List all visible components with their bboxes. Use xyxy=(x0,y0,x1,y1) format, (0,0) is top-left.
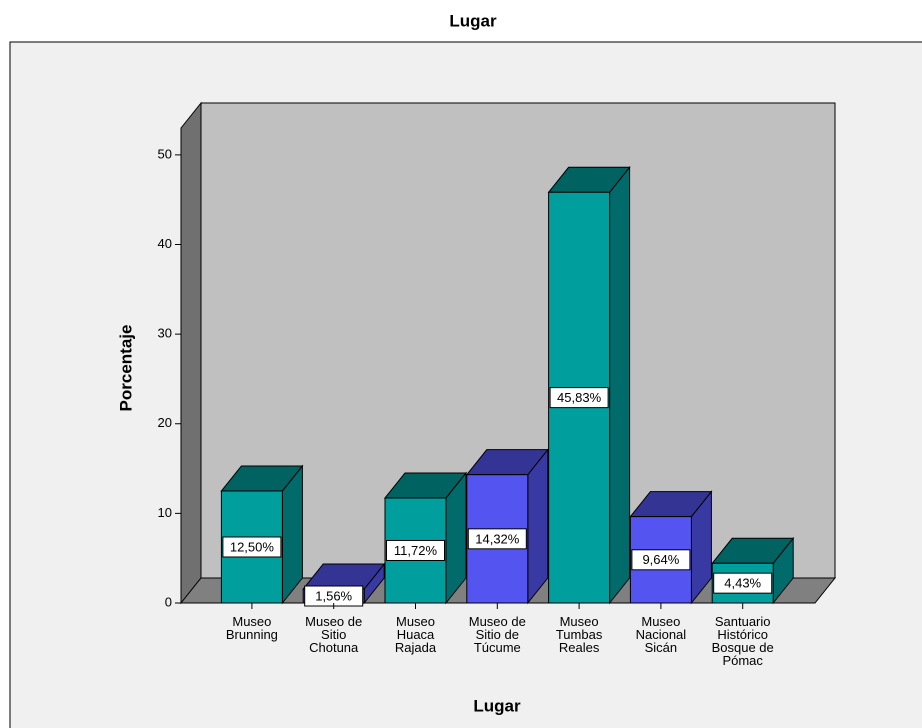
value-label: 1,56% xyxy=(315,588,352,603)
value-label: 45,83% xyxy=(557,390,602,405)
x-tick-label: Museo Huaca Rajada xyxy=(395,614,437,655)
x-tick-label: Museo Nacional Sicán xyxy=(636,614,687,655)
value-label: 9,64% xyxy=(642,552,679,567)
y-axis-label: Porcentaje xyxy=(116,325,135,412)
value-label-box xyxy=(631,549,691,571)
y-tick-label: 40 xyxy=(158,236,172,251)
x-tick-label: Museo Tumbas Reales xyxy=(556,614,603,655)
y-tick-label: 50 xyxy=(158,146,172,161)
y-tick-label: 20 xyxy=(158,415,172,430)
x-tick-label: Museo de Sitio de Túcume xyxy=(469,614,526,655)
bar-side xyxy=(609,165,631,605)
chart-title: Lugar xyxy=(449,11,497,30)
value-label: 14,32% xyxy=(475,531,520,546)
y-tick-label: 30 xyxy=(158,326,172,341)
x-tick-label: Santuario Histórico Bosque de Pómac xyxy=(712,614,774,668)
value-label-box xyxy=(386,539,445,561)
value-label-box xyxy=(713,572,773,594)
x-tick-label: Museo Brunning xyxy=(226,614,278,642)
bar-side xyxy=(527,448,549,605)
x-tick-label: Museo de Sitio Chotuna xyxy=(305,614,362,655)
value-label: 4,43% xyxy=(724,576,761,591)
value-label: 12,50% xyxy=(230,539,275,554)
x-axis-label: Lugar xyxy=(473,696,521,715)
value-label-box xyxy=(222,536,282,558)
value-label-box xyxy=(467,528,527,550)
value-label-box xyxy=(549,387,609,409)
value-label: 11,72% xyxy=(394,543,438,558)
left-wall xyxy=(180,101,202,605)
y-tick-label: 0 xyxy=(165,594,172,609)
y-tick-label: 10 xyxy=(158,505,172,520)
